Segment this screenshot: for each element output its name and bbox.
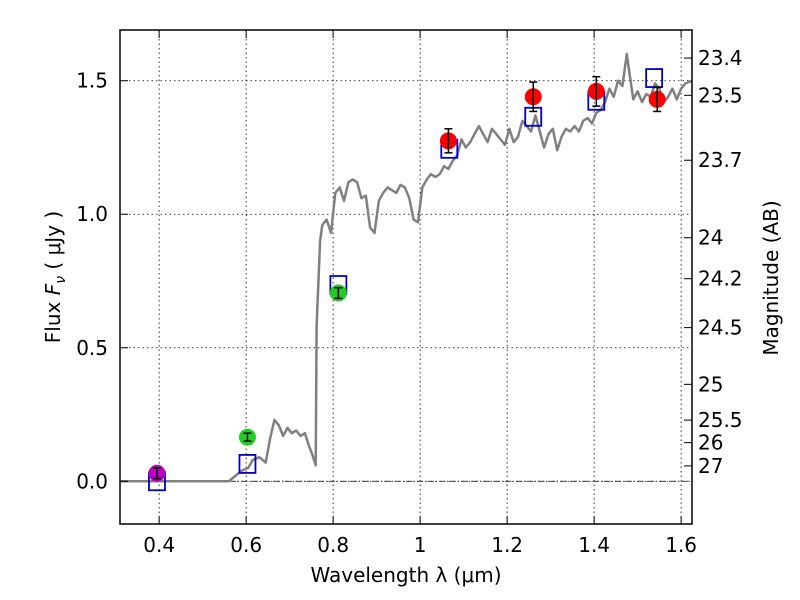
y-label-subscript: ν <box>53 276 69 284</box>
y-tick-label: 1.0 <box>76 202 108 226</box>
mag-tick-label: 23.4 <box>698 46 743 70</box>
y-label-unit: ( μJy ) <box>41 211 65 276</box>
model-flux-squares <box>148 68 664 492</box>
model-flux-square <box>238 454 257 474</box>
x-tick-label: 1.4 <box>578 533 610 557</box>
mag-tick-label: 24.5 <box>698 316 743 340</box>
mag-tick-label: 27 <box>698 454 723 478</box>
x-tick-label: 1.6 <box>665 533 697 557</box>
grid-lines <box>120 30 692 524</box>
observed-flux-points <box>148 75 666 482</box>
template-spectrum-line <box>120 52 693 483</box>
y-tick-label: 1.5 <box>76 69 108 93</box>
x-tick-label: 1 <box>414 533 427 557</box>
axis-ticks: 0.4 0.6 0.8 1 1.2 1.4 1.6 0.0 0.5 1.0 1.5 23.4 23.5 2… <box>76 30 743 557</box>
mag-tick-label: 23.5 <box>698 83 743 107</box>
x-tick-label: 0.4 <box>143 533 175 557</box>
y2-axis-label: Magnitude (AB) <box>759 200 783 355</box>
mag-tick-label: 26 <box>698 431 723 455</box>
mag-tick-label: 25 <box>698 372 723 396</box>
mag-tick-label: 25.5 <box>698 408 743 432</box>
x-axis-label: Wavelength λ (μm) <box>310 563 501 587</box>
x-tick-label: 1.2 <box>491 533 523 557</box>
mag-tick-label: 24 <box>698 226 723 250</box>
y-tick-label: 0.5 <box>76 336 108 360</box>
y-label-symbol: F <box>41 283 65 295</box>
y-tick-label: 0.0 <box>76 469 108 493</box>
plot-frame <box>119 29 693 525</box>
mag-tick-label: 24.2 <box>698 267 743 291</box>
x-tick-label: 0.6 <box>230 533 262 557</box>
x-tick-label: 0.8 <box>317 533 349 557</box>
mag-tick-label: 23.7 <box>698 148 743 172</box>
template-spectrum <box>120 52 693 483</box>
y-label-flux: Flux <box>41 295 65 343</box>
y-axis-label: Flux Fν ( μJy ) <box>41 211 69 343</box>
